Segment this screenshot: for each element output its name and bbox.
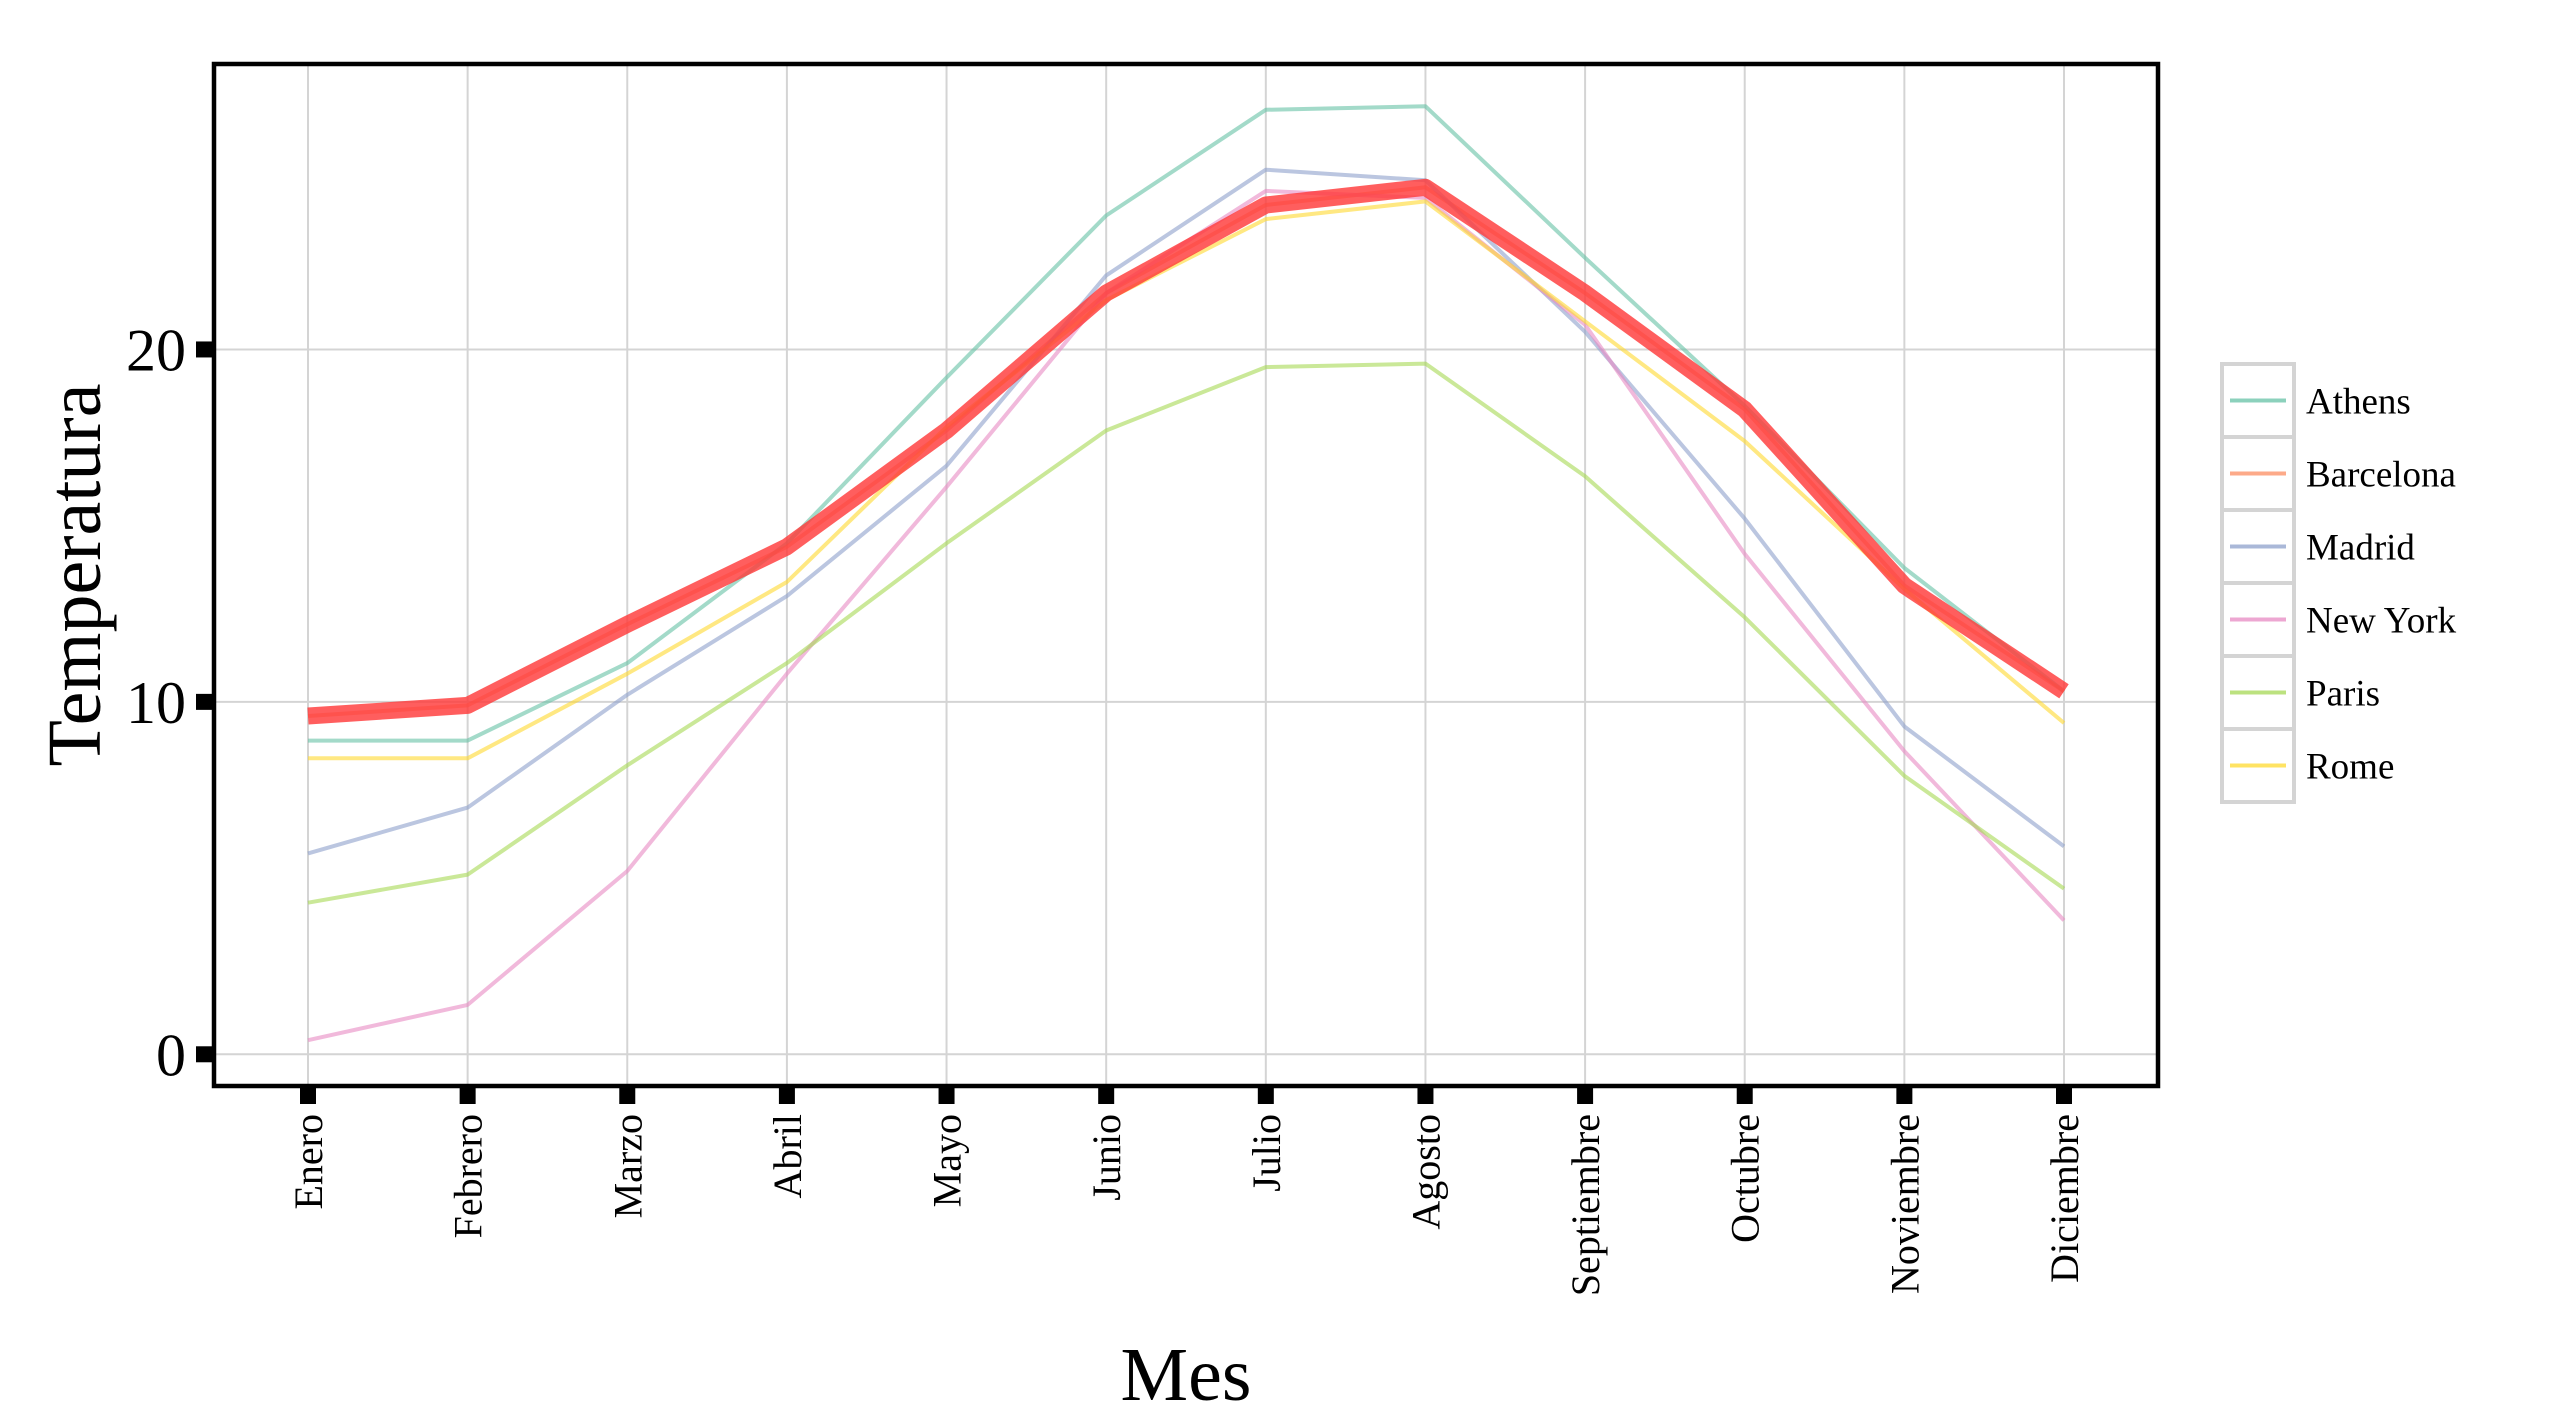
y-tick-mark [196,341,212,358]
y-axis-title: Temperatura [33,384,117,767]
y-tick-label: 0 [156,1022,186,1088]
x-tick-label: Septiembre [1563,1114,1608,1296]
y-tick-mark [196,693,212,710]
legend-label-paris: Paris [2306,674,2380,715]
series-line-rome [308,199,2066,761]
x-tick-label: Abril [765,1114,810,1198]
x-tick-label: Noviembre [1882,1114,1927,1294]
x-tick-label: Enero [286,1114,331,1210]
x-axis-title: Mes [1121,1333,1252,1417]
x-tick-mark [2056,1088,2072,1104]
x-tick-mark [1098,1088,1115,1104]
y-axis-ticks: 0 10 20 [126,317,212,1088]
x-axis-ticks: Enero Febrero Marzo Abril Mayo Junio Julio Agos… [286,1088,2087,1296]
x-tick-label: Julio [1244,1114,1289,1192]
x-tick-mark [1257,1088,1274,1104]
x-tick-mark [938,1088,955,1104]
x-tick-label: Febrero [446,1114,491,1238]
legend-label-madrid: Madrid [2306,528,2415,569]
x-tick-label: Octubre [1723,1114,1768,1243]
x-tick-mark [778,1088,795,1104]
x-tick-label: Junio [1084,1114,1129,1201]
x-tick-mark [619,1088,636,1104]
highlighted-series [307,178,2069,725]
plot-frame [211,61,2161,1089]
x-tick-mark [300,1088,316,1104]
x-tick-mark [1417,1088,1434,1104]
x-tick-label: Diciembre [2042,1114,2087,1283]
legend: Athens Barcelona Madrid New York Paris Rome [2220,362,2457,804]
series-line-paris [307,361,2066,905]
highlight-line-barcelona [307,178,2069,725]
legend-label-barcelona: Barcelona [2306,455,2456,496]
y-tick-mark [196,1046,212,1063]
x-tick-mark [1736,1088,1753,1104]
x-tick-label: Agosto [1403,1114,1448,1230]
legend-label-athens: Athens [2306,382,2411,423]
y-tick-label: 10 [126,670,186,736]
x-tick-mark [1577,1088,1594,1104]
x-tick-mark [1896,1088,1913,1104]
legend-label-new-york: New York [2306,601,2457,642]
x-tick-label: Marzo [605,1114,650,1218]
x-tick-mark [459,1088,476,1104]
legend-label-rome: Rome [2306,747,2394,788]
x-tick-label: Mayo [925,1114,970,1207]
y-tick-label: 20 [126,317,186,383]
series-line-madrid [307,167,2066,856]
